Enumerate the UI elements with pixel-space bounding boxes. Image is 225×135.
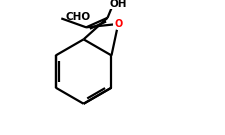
Text: OH: OH [110, 0, 127, 9]
Text: O: O [114, 19, 122, 29]
Text: CHO: CHO [65, 12, 90, 22]
